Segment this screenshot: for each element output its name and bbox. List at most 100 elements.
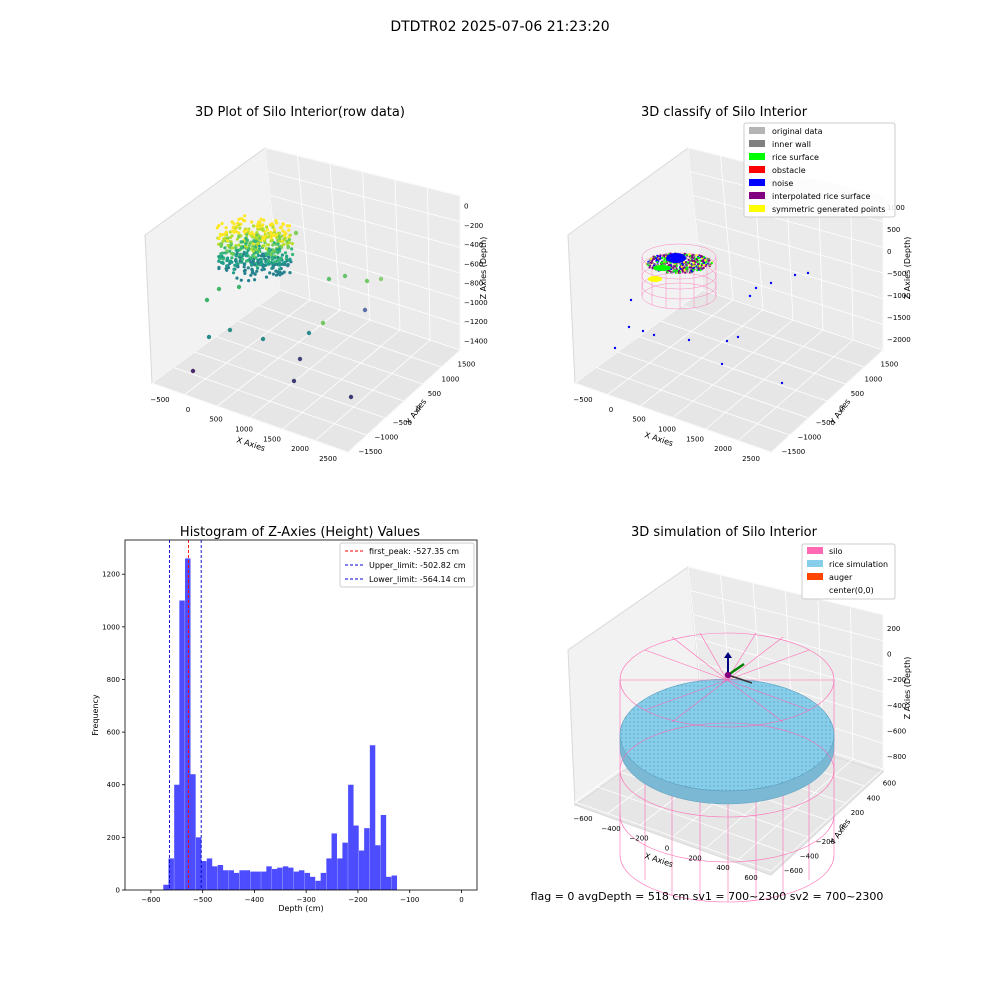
point [252,247,256,251]
x-tick-label: 1000 [235,426,253,434]
histogram-bar [326,858,332,890]
histogram-bar [163,884,169,890]
zlabel-raw: Z Axies (Depth) [479,237,488,300]
point [704,261,707,264]
point [239,246,244,250]
point [221,261,225,265]
legend-label: Upper_limit: -502.82 cm [369,561,466,570]
point [230,234,234,238]
y-tick-label: −500 [816,419,835,427]
point [283,251,288,255]
point [699,259,702,262]
point [265,225,269,229]
point [286,244,290,248]
z-tick-label: −400 [464,241,483,249]
point [364,278,370,284]
point [277,267,282,271]
y-tick-label: 0 [416,404,420,412]
point [253,278,257,282]
x-tick-label: 1000 [658,426,676,434]
point [257,247,262,251]
point [260,260,264,264]
point [271,250,275,254]
ylabel-classify: Y Axies [828,397,853,427]
point [648,266,651,269]
point [247,247,251,251]
point [683,252,687,255]
point [215,226,219,230]
y-tick-label: 500 [851,390,864,398]
point [267,259,271,263]
z-tick-label: −1400 [464,337,488,345]
point [271,223,275,227]
point [684,271,687,274]
point [238,259,242,263]
point [256,266,260,270]
z-tick-label: 200 [887,625,900,633]
point [281,222,285,226]
point [270,261,274,265]
legend-swatch [749,153,765,160]
ylabel-simulation: Y Axies [828,817,853,847]
z-tick-label: −600 [887,728,906,736]
histogram-ylabel: Frequency [91,694,100,736]
point [236,284,242,290]
point [269,236,273,240]
point [278,239,282,243]
point [220,242,224,246]
point [235,276,239,280]
point [283,236,287,240]
point [693,257,697,260]
y-tick-label: −200 [816,838,835,846]
point [217,236,221,241]
point [670,271,673,274]
point [249,247,253,251]
histogram-bar [255,871,261,890]
gridline [347,349,461,453]
point [224,231,228,235]
point [663,263,667,266]
point [257,244,261,248]
point [686,270,689,273]
point [282,243,286,247]
point [247,279,251,283]
point [282,270,286,274]
histogram-bar [179,600,185,890]
point [700,264,703,267]
gridline [681,305,865,368]
legend-label: Lower_limit: -564.14 cm [369,575,466,584]
histogram-bar [244,870,251,890]
point [279,256,283,260]
point [242,229,246,233]
x-tick-label: 0 [186,406,190,414]
x-tick-label: 1500 [686,435,704,443]
point [692,267,695,270]
point [277,247,281,251]
histogram-bar [369,745,376,890]
y-tick-label: −1000 [375,434,399,442]
point [242,262,246,266]
point [685,253,688,256]
x-tick-label: −100 [400,896,419,904]
legend-swatch [807,560,823,567]
point [262,218,266,222]
silo-wireframe-classify [641,243,717,310]
point [225,258,229,263]
legend-swatch [749,127,765,134]
point [232,267,236,271]
zlabel-classify: Z Axies (Depth) [903,237,912,300]
point [250,235,255,239]
point [222,237,226,241]
y-tick-label: 0 [839,404,843,412]
point [261,244,265,248]
point [696,269,699,272]
point [231,225,235,230]
point [246,259,250,263]
z-ticks-raw: 0 −200 −400 −600 −800 −1000 −1200 −1400 [464,203,488,346]
y-tick-label: 400 [107,781,120,789]
point [290,242,294,246]
point [691,254,694,257]
point [287,238,291,242]
